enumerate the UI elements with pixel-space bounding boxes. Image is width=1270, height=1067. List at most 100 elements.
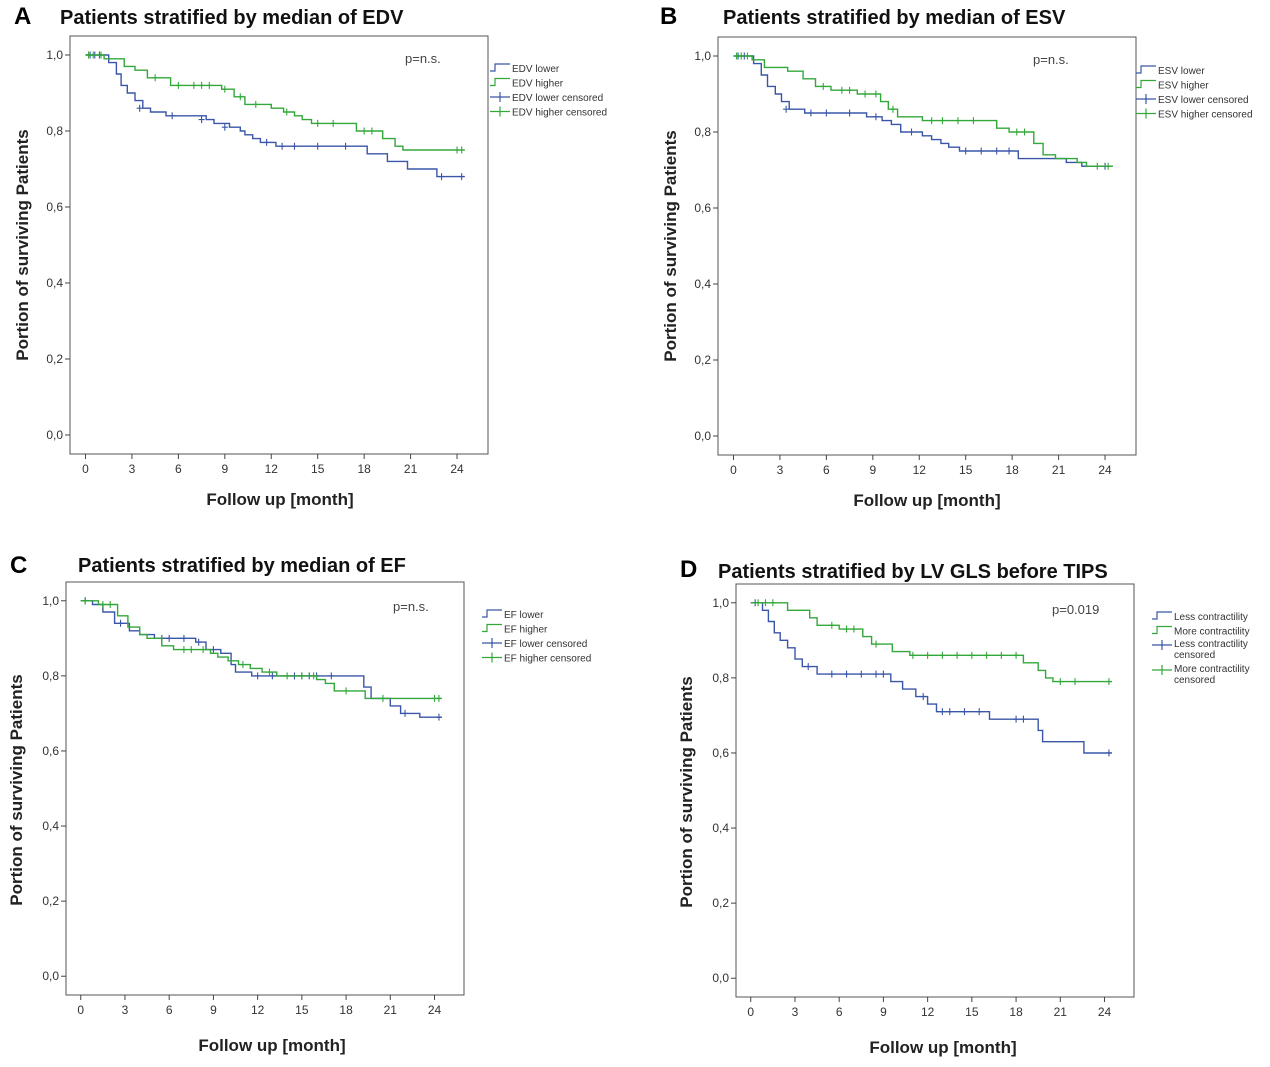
censor-mark-lower [458, 173, 465, 181]
x-tick-label: 18 [357, 462, 371, 476]
legend-label: Less contractility [1174, 612, 1248, 623]
censor-mark-higher [762, 599, 769, 607]
censor-mark-higher [1105, 678, 1112, 686]
x-tick-label: 21 [384, 1003, 398, 1017]
censor-mark-higher [843, 625, 850, 633]
plot-frame [717, 36, 1137, 456]
censor-mark-higher [283, 108, 290, 116]
censor-mark-higher [889, 105, 896, 113]
panel-d: D Patients stratified by LV GLS before TI… [677, 556, 1250, 1057]
x-tick-label: 12 [265, 462, 279, 476]
legend-item: ESV lower censored [1136, 94, 1249, 106]
y-tick-label: 0,4 [694, 277, 711, 291]
censor-mark-higher [1072, 678, 1079, 686]
legend-line-swatch [490, 63, 510, 72]
censor-mark-higher [968, 651, 975, 659]
censor-mark-lower [1020, 715, 1027, 723]
censor-mark-lower [1006, 147, 1013, 155]
survival-curve-higher [733, 55, 1113, 167]
censor-mark-higher [939, 651, 946, 659]
y-axis-label: Portion of surviving Patients [13, 129, 32, 360]
censor-mark-lower [291, 142, 298, 150]
legend-item: EF lower [482, 609, 544, 621]
series-higher [750, 599, 1112, 686]
legend-label: More contractility censored [1174, 664, 1250, 686]
survival-curve-higher [80, 600, 442, 700]
y-axis-label: Portion of surviving Patients [7, 674, 26, 905]
legend-censor-swatch [1152, 640, 1172, 650]
censor-mark-higher [239, 661, 246, 669]
censor-mark-higher [928, 117, 935, 125]
legend-censor-swatch [482, 652, 502, 663]
p-value-annotation: p=n.s. [393, 599, 429, 614]
x-tick-label: 0 [82, 462, 89, 476]
censor-mark-higher [310, 672, 317, 680]
x-tick-label: 15 [311, 462, 325, 476]
y-tick-label: 0,0 [712, 971, 729, 985]
survival-curve-lower [80, 600, 442, 718]
censor-mark-higher [82, 597, 89, 605]
censor-mark-lower [166, 634, 173, 642]
censor-mark-higher [846, 86, 853, 94]
panel-a: A Patients stratified by median of EDV 0,0… [13, 3, 607, 509]
censor-mark-lower [195, 638, 202, 646]
legend-line-swatch [1136, 65, 1156, 74]
censor-mark-lower [828, 670, 835, 678]
censor-mark-higher [284, 672, 291, 680]
censor-mark-lower [978, 147, 985, 155]
legend-item: Less contractility [1152, 611, 1248, 623]
censor-mark-lower [783, 105, 790, 113]
legend-item: EDV lower censored [490, 92, 603, 104]
censor-mark-lower [180, 634, 187, 642]
y-tick-label: 0,6 [694, 201, 711, 215]
y-tick-label: 0,8 [46, 124, 63, 138]
censor-mark-lower [254, 672, 261, 680]
legend-line-swatch [482, 609, 502, 618]
censor-mark-higher [298, 672, 305, 680]
censor-mark-lower [858, 670, 865, 678]
censor-mark-higher [1105, 162, 1112, 170]
legend-label: ESV higher [1158, 81, 1209, 92]
censor-mark-lower [342, 142, 349, 150]
censor-mark-higher [939, 117, 946, 125]
censor-mark-higher [1094, 162, 1101, 170]
x-tick-label: 9 [880, 1005, 887, 1019]
censor-mark-higher [998, 651, 1005, 659]
series-lower [733, 52, 1113, 170]
y-tick-label: 0,6 [42, 744, 59, 758]
censor-mark-higher [1057, 678, 1064, 686]
panel-b: B Patients stratified by median of ESV 0,0… [660, 3, 1253, 510]
censor-mark-higher [838, 86, 845, 94]
legend-censor-swatch [482, 638, 502, 648]
legend: ESV lower ESV higher ESV lower censored ESV… [1136, 65, 1253, 121]
censor-mark-higher [266, 668, 273, 676]
x-axis-label: Follow up [month] [853, 491, 1000, 510]
censor-mark-higher [1021, 128, 1028, 136]
censor-mark-lower [976, 708, 983, 716]
legend-line-swatch [1136, 79, 1156, 89]
censor-mark-lower [169, 112, 176, 120]
censor-mark-lower [908, 128, 915, 136]
censor-mark-higher [361, 127, 368, 135]
censor-mark-higher [744, 52, 751, 60]
y-tick-label: 0,2 [46, 352, 63, 366]
legend-item: ESV higher censored [1136, 108, 1253, 121]
censor-mark-lower [269, 672, 276, 680]
censor-mark-higher [820, 82, 827, 90]
y-tick-label: 0,8 [694, 125, 711, 139]
x-tick-label: 0 [77, 1003, 84, 1017]
p-value-annotation: p=0.019 [1052, 602, 1099, 617]
censor-mark-higher [198, 81, 205, 89]
y-tick-label: 0,4 [42, 819, 59, 833]
y-axis-label: Portion of surviving Patients [677, 676, 696, 907]
y-tick-label: 0,0 [46, 428, 63, 442]
censor-mark-higher [97, 51, 104, 59]
legend-line-swatch [490, 77, 510, 87]
x-tick-label: 6 [836, 1005, 843, 1019]
x-tick-label: 9 [210, 1003, 217, 1017]
censor-mark-higher [1013, 651, 1020, 659]
y-tick-label: 1,0 [712, 596, 729, 610]
legend-label: ESV lower censored [1158, 95, 1249, 106]
legend-line-swatch [1152, 625, 1172, 635]
censor-mark-higher [828, 621, 835, 629]
